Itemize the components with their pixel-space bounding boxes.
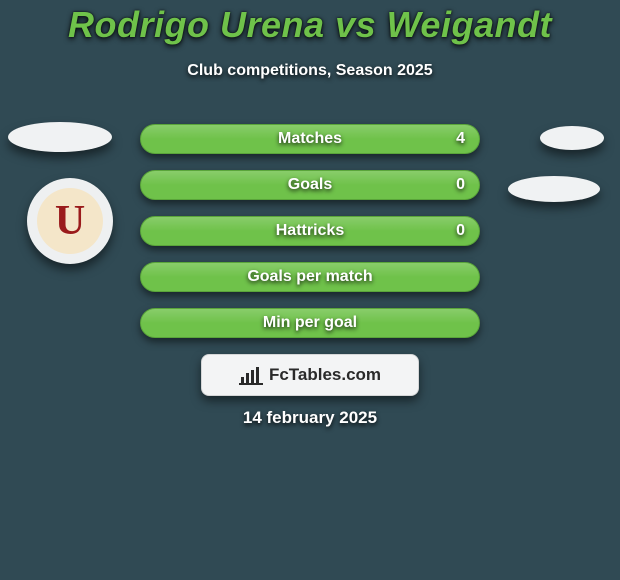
stat-row: Min per goal (140, 308, 480, 338)
stat-row: Goals per match (140, 262, 480, 292)
stat-label: Hattricks (141, 217, 479, 245)
stat-row: Matches4 (140, 124, 480, 154)
stat-label: Matches (141, 125, 479, 153)
page-title: Rodrigo Urena vs Weigandt (0, 4, 620, 46)
player-token-right-2 (508, 176, 600, 202)
player-token-right-1 (540, 126, 604, 150)
brand-chart-icon (239, 365, 263, 385)
stat-label: Goals per match (141, 263, 479, 291)
club-logo-letter: U (37, 188, 103, 254)
page-subtitle: Club competitions, Season 2025 (0, 62, 620, 80)
stat-rows: Matches4Goals0Hattricks0Goals per matchM… (140, 124, 480, 354)
club-logo: U (27, 178, 113, 264)
stat-value-right: 4 (456, 125, 465, 153)
stat-row: Hattricks0 (140, 216, 480, 246)
footer-date: 14 february 2025 (0, 408, 620, 428)
comparison-infographic: Rodrigo Urena vs Weigandt Club competiti… (0, 0, 620, 580)
stat-row: Goals0 (140, 170, 480, 200)
brand-text: FcTables.com (269, 365, 381, 385)
stat-label: Min per goal (141, 309, 479, 337)
player-token-left (8, 122, 112, 152)
brand-badge: FcTables.com (201, 354, 419, 396)
stat-value-right: 0 (456, 217, 465, 245)
stat-value-right: 0 (456, 171, 465, 199)
stat-label: Goals (141, 171, 479, 199)
